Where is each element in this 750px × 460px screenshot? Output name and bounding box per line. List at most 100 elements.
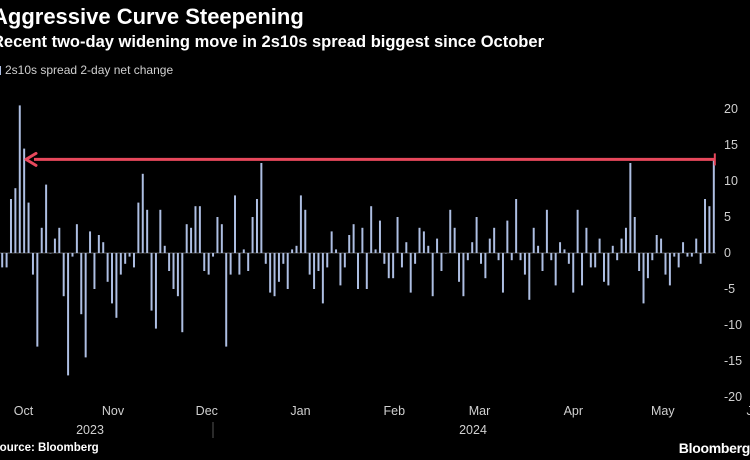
data-bar — [708, 206, 711, 253]
legend-label: 2s10s spread 2-day net change — [5, 63, 174, 77]
data-bar — [365, 253, 368, 289]
data-bar — [611, 245, 614, 253]
data-bar — [93, 253, 96, 289]
x-tick-label: Jun — [747, 404, 750, 418]
data-bar — [449, 209, 452, 253]
data-bar — [176, 253, 179, 297]
data-bar — [102, 242, 105, 253]
data-bar — [361, 227, 364, 253]
data-bar — [277, 253, 280, 282]
data-bar — [348, 235, 351, 253]
data-bar — [31, 253, 34, 275]
data-bar — [225, 253, 228, 347]
data-bar — [18, 105, 21, 254]
data-bar — [458, 253, 461, 282]
data-bar — [255, 199, 258, 253]
data-bar — [585, 227, 588, 253]
data-bar — [440, 253, 443, 271]
data-bar — [690, 253, 693, 257]
data-bar — [234, 195, 236, 253]
data-bar — [405, 242, 408, 253]
data-bar — [607, 253, 610, 286]
data-bar — [106, 253, 109, 282]
data-bar — [523, 253, 526, 275]
data-bar — [414, 253, 417, 264]
chart-title: Aggressive Curve Steepening — [0, 4, 304, 29]
data-bar — [677, 253, 680, 268]
data-bar — [40, 227, 43, 253]
data-bar — [664, 253, 667, 275]
data-bar — [159, 209, 162, 253]
data-bar — [5, 253, 8, 268]
data-bar — [58, 227, 61, 253]
data-bar — [620, 238, 623, 253]
data-bar — [655, 235, 658, 253]
data-bar — [422, 231, 425, 253]
legend: 2s10s spread 2-day net change — [0, 63, 173, 77]
data-bar — [576, 209, 579, 253]
data-bar — [642, 253, 645, 304]
data-bar — [541, 253, 544, 271]
y-tick-label: -10 — [724, 318, 742, 332]
data-bar — [660, 238, 663, 253]
data-bar — [49, 253, 52, 254]
data-bar — [567, 253, 570, 264]
data-bar — [603, 253, 605, 282]
data-bar — [9, 199, 12, 253]
data-bar — [317, 253, 320, 271]
y-tick-label: 0 — [724, 246, 731, 260]
data-bar — [616, 253, 619, 261]
data-bar — [409, 253, 412, 293]
data-bar — [203, 253, 206, 271]
data-bar — [251, 217, 254, 253]
y-tick-label: -20 — [724, 390, 742, 404]
data-bar — [330, 231, 333, 253]
data-bar — [286, 253, 289, 289]
x-tick-label: Jan — [290, 404, 310, 418]
data-bar — [36, 253, 39, 347]
data-bar — [537, 245, 540, 253]
y-axis: 20 15 10 5 0 -5 -10 -15 -20 — [724, 102, 742, 404]
data-bar — [190, 227, 193, 253]
data-bar — [629, 163, 632, 253]
data-bar — [27, 202, 30, 253]
year-label: 2023 — [76, 423, 104, 437]
data-bar — [273, 253, 276, 297]
data-bar — [519, 253, 522, 261]
data-bar — [124, 253, 127, 264]
data-bar — [212, 253, 215, 257]
data-bar — [260, 163, 263, 253]
data-bar — [712, 159, 715, 253]
data-bar — [484, 253, 487, 279]
data-bar — [229, 253, 232, 275]
data-bar — [581, 253, 584, 286]
data-bar — [704, 199, 707, 253]
bars-group — [1, 105, 715, 376]
data-bar — [550, 253, 553, 261]
data-bar — [146, 209, 149, 253]
data-bar — [220, 224, 223, 253]
y-tick-label: 10 — [724, 174, 738, 188]
data-bar — [168, 253, 171, 271]
x-tick-label: Dec — [196, 404, 218, 418]
data-bar — [682, 242, 685, 253]
legend-swatch — [0, 65, 1, 75]
annotation-arrow-head — [24, 151, 38, 167]
x-tick-label: Apr — [564, 404, 583, 418]
data-bar — [132, 253, 135, 268]
data-bar — [589, 253, 592, 268]
data-bar — [304, 209, 307, 253]
data-bar — [699, 253, 702, 264]
y-tick-label: 5 — [724, 210, 731, 224]
data-bar — [111, 253, 113, 304]
data-bar — [282, 253, 285, 264]
data-bar — [154, 253, 157, 329]
data-bar — [299, 195, 302, 253]
data-bar — [528, 253, 531, 300]
x-tick-label: Feb — [384, 404, 406, 418]
x-tick-label: May — [651, 404, 675, 418]
chart-subtitle: Recent two-day widening move in 2s10s sp… — [0, 33, 544, 51]
data-bar — [497, 253, 500, 261]
data-bar — [357, 253, 359, 289]
